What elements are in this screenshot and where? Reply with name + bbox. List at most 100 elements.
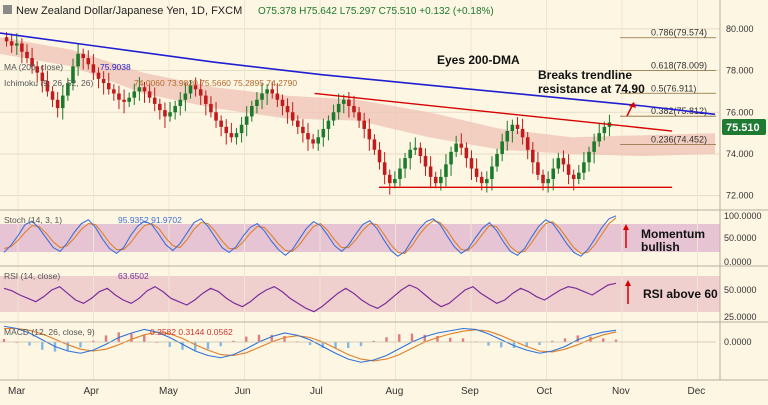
candle-body	[377, 149, 382, 163]
fib-label: 0.618(78.009)	[651, 60, 707, 70]
macd-histogram-bar	[538, 342, 541, 345]
candle-body	[551, 168, 556, 179]
trendlines	[314, 92, 673, 189]
candle-body	[336, 103, 341, 113]
macd-histogram-bar	[130, 333, 133, 342]
macd-histogram-bar	[257, 334, 261, 342]
candle-body	[234, 133, 239, 138]
macd-histogram-bar	[563, 338, 567, 342]
candle-body	[321, 128, 326, 138]
macd-histogram-bar	[245, 336, 248, 342]
ma200-line-layer	[0, 32, 716, 116]
candle-body	[459, 143, 464, 148]
grid-layer	[0, 0, 720, 380]
trendline-annotation-1: Breaks trendline	[538, 68, 632, 82]
candle-body	[418, 147, 423, 157]
candle-body	[408, 149, 412, 159]
candle-body	[9, 41, 14, 46]
candle-body	[311, 139, 315, 144]
ichimoku-legend: Ichimoku (9, 26, 52, 26)	[4, 78, 93, 88]
candle-body	[147, 91, 152, 98]
candle-body	[433, 176, 438, 184]
x-tick-label: May	[159, 386, 178, 397]
candle-body	[357, 112, 361, 121]
macd-histogram-bar	[206, 342, 210, 350]
candle-body	[265, 89, 269, 94]
candle-body	[444, 164, 448, 177]
x-tick-label: Dec	[688, 386, 706, 397]
candle-body	[587, 151, 591, 163]
candle-body	[239, 124, 244, 134]
macd-histogram-bar	[181, 342, 184, 350]
macd-legend: MACD (12, 26, close, 9)	[4, 327, 95, 337]
rsi-line-layer	[3, 282, 617, 313]
candle-body	[510, 124, 515, 132]
candle-body	[505, 131, 510, 142]
candle-body	[76, 53, 80, 67]
candle-body	[367, 128, 372, 140]
candle-body	[219, 120, 223, 127]
x-tick-label: Oct	[537, 386, 553, 397]
candle-body	[347, 99, 351, 106]
stoch-annotation-2: bullish	[641, 240, 680, 254]
candle-body	[520, 128, 525, 138]
x-tick-label: Nov	[612, 386, 630, 397]
candle-body	[531, 149, 535, 163]
rsi-value: 63.6502	[118, 271, 149, 281]
macd-histogram-bar	[194, 342, 197, 351]
macd-histogram-bar	[321, 342, 324, 348]
candle-body	[112, 89, 116, 94]
right-axis-bg	[720, 0, 768, 380]
candlesticks	[4, 31, 612, 195]
candle-body	[474, 168, 479, 177]
macd-histogram-bar	[449, 337, 452, 342]
candle-body	[255, 99, 259, 106]
stoch-lines	[3, 215, 617, 257]
price-badge-text: 75.510	[726, 122, 760, 134]
ichimoku-legend-values: 74.0060 73.9820 75.5660 75.2895 74.2790	[134, 78, 297, 88]
candle-body	[546, 178, 550, 184]
rsi-line	[3, 282, 617, 313]
candle-body	[209, 103, 213, 113]
resistance-trendline	[314, 92, 673, 132]
rsi-legend: RSI (14, close)	[4, 271, 60, 281]
candle-body	[183, 93, 188, 100]
candle-body	[35, 66, 39, 73]
candle-body	[341, 99, 346, 104]
candle-body	[50, 91, 55, 100]
candle-body	[158, 103, 162, 111]
candle-body	[290, 112, 295, 121]
candle-body	[577, 172, 581, 179]
ohlc-readout: O75.378 H75.642 L75.297 C75.510 +0.132 (…	[258, 6, 494, 17]
macd-tick-label: 0.0000	[724, 337, 752, 347]
macd-values: 0.2582 0.3144 0.0562	[150, 327, 233, 337]
candle-body	[81, 53, 85, 59]
candle-body	[132, 91, 137, 98]
candle-body	[393, 178, 397, 184]
y-tick-label: 74.000	[726, 149, 754, 159]
candle-body	[193, 85, 198, 90]
candle-body	[137, 87, 142, 92]
candle-body	[541, 174, 545, 184]
header-icon[interactable]	[3, 5, 12, 14]
candle-body	[66, 83, 70, 96]
macd-histogram-bar	[270, 334, 273, 342]
y-tick-label: 76.000	[726, 107, 754, 117]
candle-body	[326, 120, 331, 129]
candle-body	[14, 43, 19, 46]
candle-body	[556, 158, 561, 169]
ma-legend-value: 75.9038	[100, 62, 131, 72]
candle-body	[592, 141, 596, 152]
ma-legend: MA (200, close)	[4, 62, 63, 72]
macd-histogram-bar	[525, 342, 528, 347]
candle-body	[469, 158, 474, 169]
candle-body	[382, 162, 387, 175]
candle-body	[398, 168, 402, 179]
candle-body	[387, 174, 392, 184]
macd-histogram-bar	[436, 336, 439, 342]
candle-body	[372, 139, 377, 150]
macd-histogram-bar	[66, 342, 69, 351]
rsi-tick-label: 50.0000	[724, 285, 757, 295]
macd-histogram-bar	[487, 342, 490, 346]
stoch-tick-label: 100.0000	[724, 211, 762, 221]
